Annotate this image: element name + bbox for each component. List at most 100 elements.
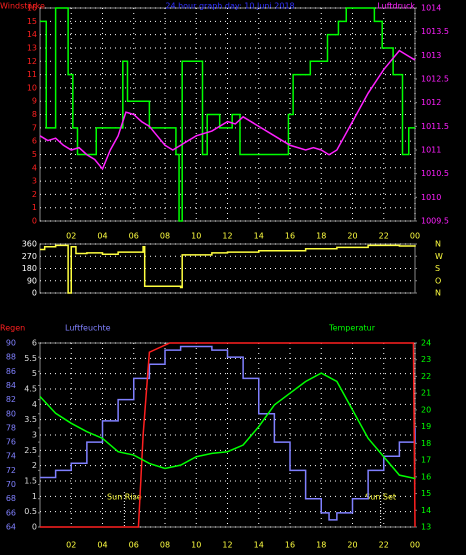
y-tick-label: 2 [32,461,37,470]
x-tick-label: 16 [285,541,295,550]
x-tick-label: 20 [347,232,357,241]
y-tick-label: 14 [27,30,37,39]
y-tick-label: 1012.5 [421,75,449,84]
y-tick-label: 78 [6,423,16,432]
x-tick-label: 06 [129,232,139,241]
x-tick-label: 22 [379,541,389,550]
x-tick-label: 20 [347,541,357,550]
y-tick-label: 5 [32,369,37,378]
y-tick-label: 6 [32,137,37,146]
y-tick-label: 3.5 [24,415,37,424]
x-tick-label: 14 [254,541,264,550]
y-tick-label: 0 [32,217,37,226]
y-tick-label: 3 [32,177,37,186]
y-tick-label: 20 [421,405,431,414]
y-tick-label: 80 [6,409,16,418]
chart-title: 24 hour graph day: 10 Juni 2018 [165,2,294,11]
y-tick-label: 1 [32,203,37,212]
x-tick-label: 10 [191,232,201,241]
y-tick-label: 10 [27,83,37,92]
x-tick-label: 02 [66,232,76,241]
y-tick-label: 16 [27,4,37,13]
x-tick-label: 12 [222,541,232,550]
axis-label: Luftfeuchte [65,324,111,333]
y-tick-label: 0 [32,523,37,532]
y-tick-label: 84 [6,381,16,390]
y-tick-label: 1012 [421,98,441,107]
y-tick-label: 0.5 [24,507,37,516]
y-tick-label: 12 [27,57,37,66]
y-tick-label: 66 [6,508,16,517]
y-tick-label: 1010 [421,193,441,202]
y-tick-label: 3 [32,431,37,440]
y-tick-label: 90 [6,339,16,348]
y-tick-label: 180 [22,264,37,273]
y-tick-label: 5.5 [24,354,37,363]
y-tick-label: 70 [6,480,16,489]
y-tick-label: 76 [6,438,16,447]
x-tick-label: 04 [97,541,107,550]
data-line [40,7,415,222]
y-tick-label: 1013 [421,51,441,60]
y-tick-label: 0 [32,289,37,298]
y-tick-label: O [435,276,441,285]
y-tick-label: 1014 [421,4,441,13]
data-line [40,342,416,528]
y-tick-label: 15 [421,489,431,498]
x-tick-label: 08 [160,232,170,241]
x-tick-label: 08 [160,541,170,550]
x-tick-label: 18 [316,232,326,241]
y-tick-label: 13 [27,43,37,52]
y-tick-label: 1011.5 [421,122,449,131]
y-tick-label: 1013.5 [421,27,449,36]
y-tick-label: 90 [27,276,37,285]
x-tick-label: 00 [410,541,420,550]
y-tick-label: 22 [421,372,431,381]
y-tick-label: 5 [32,150,37,159]
y-tick-label: 1 [32,492,37,501]
y-tick-label: 24 [421,339,431,348]
y-tick-label: 270 [22,252,37,261]
annotation: Sun Rise [107,493,142,502]
y-tick-label: 23 [421,355,431,364]
y-tick-label: 72 [6,466,16,475]
y-tick-label: 11 [27,70,37,79]
data-line [39,49,416,171]
y-tick-label: 13 [421,523,431,532]
y-tick-label: 8 [32,110,37,119]
annotation: Sun Set [365,493,396,502]
y-tick-label: 4.5 [24,385,37,394]
y-tick-label: 74 [6,452,16,461]
y-tick-label: 18 [421,439,431,448]
x-tick-label: 00 [410,232,420,241]
y-tick-label: 9 [32,97,37,106]
y-tick-label: 1010.5 [421,169,449,178]
y-tick-label: 1011 [421,146,441,155]
x-tick-label: 16 [285,232,295,241]
y-tick-label: S [435,264,440,273]
y-tick-label: 16 [421,472,431,481]
y-tick-label: 64 [6,523,16,532]
y-tick-label: 68 [6,494,16,503]
x-tick-label: 12 [222,232,232,241]
x-tick-label: 22 [379,232,389,241]
x-tick-label: 18 [316,541,326,550]
y-tick-label: 14 [421,506,431,515]
y-tick-label: W [435,252,443,261]
y-tick-label: 86 [6,367,16,376]
data-line [40,244,416,294]
axis-label: Temperatur [328,324,376,333]
x-tick-label: 06 [129,541,139,550]
y-tick-label: 15 [27,17,37,26]
x-tick-label: 04 [97,232,107,241]
y-tick-label: 4 [32,163,37,172]
axis-label: Regen [0,324,25,333]
y-tick-label: 21 [421,389,431,398]
y-tick-label: 1.5 [24,477,37,486]
y-tick-label: N [435,289,441,298]
y-tick-label: 7 [32,123,37,132]
data-line [39,372,416,480]
data-line [40,345,416,521]
